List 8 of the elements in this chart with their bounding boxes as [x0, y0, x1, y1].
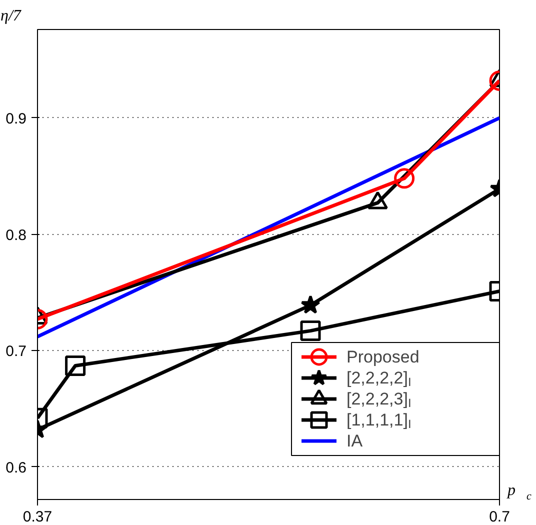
- y-tick-label: 0.7: [6, 343, 27, 360]
- y-tick-label: 0.8: [6, 226, 27, 244]
- y-axis-title: η/7: [0, 8, 22, 24]
- y-tick-label: 0.6: [6, 459, 27, 476]
- legend-label: IA: [346, 432, 364, 450]
- x-tick-label: 0.37: [22, 508, 52, 525]
- y-tick-label: 0.9: [6, 110, 27, 128]
- legend-label: Proposed: [346, 348, 420, 366]
